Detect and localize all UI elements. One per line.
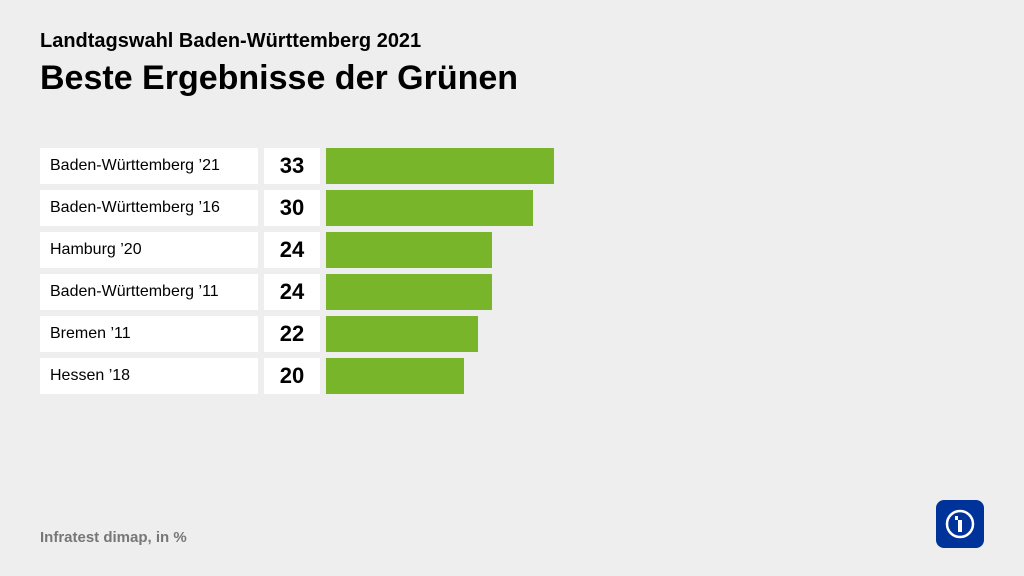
row-value: 22 [264, 316, 320, 352]
row-label: Baden-Württemberg ’11 [40, 274, 258, 310]
bar [326, 316, 478, 352]
bar [326, 232, 492, 268]
chart-row: Bremen ’11 22 [40, 316, 984, 352]
bar-area [326, 358, 984, 394]
bar [326, 190, 533, 226]
chart-row: Baden-Württemberg ’11 24 [40, 274, 984, 310]
row-value: 20 [264, 358, 320, 394]
bar [326, 358, 464, 394]
chart-row: Baden-Württemberg ’21 33 [40, 148, 984, 184]
bar-area [326, 148, 984, 184]
das-erste-logo [936, 500, 984, 548]
row-label: Baden-Württemberg ’16 [40, 190, 258, 226]
row-label: Bremen ’11 [40, 316, 258, 352]
bar-area [326, 232, 984, 268]
bar-area [326, 190, 984, 226]
bar-area [326, 316, 984, 352]
chart-title: Beste Ergebnisse der Grünen [40, 59, 984, 98]
row-value: 24 [264, 232, 320, 268]
row-label: Baden-Württemberg ’21 [40, 148, 258, 184]
row-label: Hessen ’18 [40, 358, 258, 394]
chart-container: Landtagswahl Baden-Württemberg 2021 Best… [0, 0, 1024, 424]
row-label: Hamburg ’20 [40, 232, 258, 268]
source-attribution: Infratest dimap, in % [40, 529, 187, 546]
chart-row: Hamburg ’20 24 [40, 232, 984, 268]
chart-row: Hessen ’18 20 [40, 358, 984, 394]
bar-area [326, 274, 984, 310]
row-value: 33 [264, 148, 320, 184]
row-value: 30 [264, 190, 320, 226]
bar [326, 148, 554, 184]
bar [326, 274, 492, 310]
row-value: 24 [264, 274, 320, 310]
supertitle: Landtagswahl Baden-Württemberg 2021 [40, 30, 984, 53]
broadcaster-icon [942, 506, 978, 542]
chart-row: Baden-Württemberg ’16 30 [40, 190, 984, 226]
bar-chart: Baden-Württemberg ’21 33 Baden-Württembe… [40, 148, 984, 394]
